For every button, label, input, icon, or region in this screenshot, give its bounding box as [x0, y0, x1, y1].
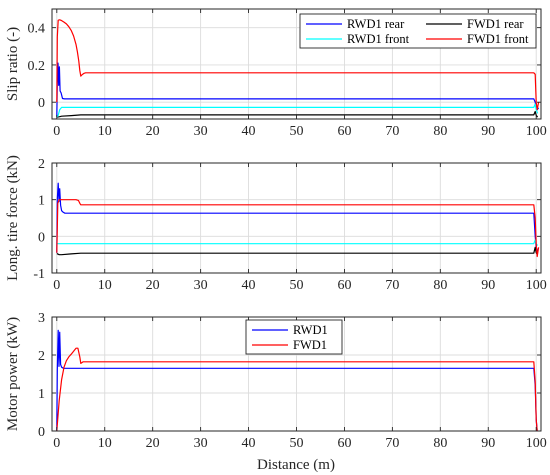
- series-line-rwd1-front: [56, 103, 539, 118]
- series-line-fwd1-rear: [56, 246, 539, 256]
- legend-label: RWD1 rear: [347, 17, 405, 31]
- series-line-fwd1-front: [56, 199, 540, 258]
- plot-area: [56, 19, 540, 118]
- x-tick-label: 0: [53, 278, 60, 293]
- series-line-fwd1: [56, 347, 538, 431]
- series-line-fwd1-front: [56, 19, 540, 111]
- x-tick-label: 70: [385, 436, 399, 451]
- y-tick-label: 0: [38, 230, 45, 245]
- y-axis-label: Slip ratio (-): [5, 27, 21, 101]
- x-tick-label: 0: [53, 124, 60, 139]
- x-tick-label: 40: [242, 436, 256, 451]
- x-tick-label: 20: [146, 124, 160, 139]
- legend-box: [245, 319, 343, 355]
- y-tick-label: 2: [38, 349, 45, 364]
- legend-label: RWD1 front: [347, 32, 410, 46]
- y-axis-label: Long. tire force (kN): [5, 155, 21, 281]
- x-tick-label: 70: [385, 278, 399, 293]
- x-tick-label: 80: [433, 124, 447, 139]
- legend-box: [299, 13, 537, 49]
- x-tick-label: 90: [481, 124, 495, 139]
- x-tick-label: 100: [526, 436, 547, 451]
- x-tick-label: 20: [146, 278, 160, 293]
- legend-label: FWD1 front: [467, 32, 529, 46]
- x-tick-label: 50: [290, 436, 304, 451]
- series-line-fwd1-rear: [56, 110, 539, 118]
- y-tick-label: -1: [33, 267, 45, 282]
- x-tick-label: 40: [242, 124, 256, 139]
- x-tick-label: 20: [146, 436, 160, 451]
- chart-panel-2: 0 10 20 30 40 50 60 70 80 90 100 -1 0 1 2 Long. tire fo…: [5, 155, 547, 293]
- y-tick-label: 0.4: [28, 22, 46, 37]
- x-tick-label: 80: [433, 278, 447, 293]
- legend-label: FWD1: [293, 338, 327, 352]
- x-tick-label: 10: [98, 124, 112, 139]
- legend-label: RWD1: [293, 323, 328, 337]
- x-tick-label: 70: [385, 124, 399, 139]
- x-tick-label: 90: [481, 278, 495, 293]
- y-axis-label: Motor power (kW): [5, 317, 21, 431]
- x-tick-label: 100: [526, 124, 547, 139]
- x-tick-label: 60: [337, 124, 351, 139]
- x-tick-label: 80: [433, 436, 447, 451]
- x-tick-label: 50: [290, 278, 304, 293]
- y-tick-label: 1: [38, 387, 45, 402]
- series-line-rwd1-front: [56, 239, 539, 246]
- x-tick-label: 30: [194, 124, 208, 139]
- series-line-rwd1-rear: [56, 182, 539, 253]
- x-tick-label: 0: [53, 436, 60, 451]
- x-tick-label: 10: [98, 278, 112, 293]
- x-tick-label: 10: [98, 436, 112, 451]
- legend: RWD1 rear FWD1 rear RWD1 front FWD1 front: [299, 13, 537, 49]
- x-tick-label: 30: [194, 436, 208, 451]
- series-line-rwd1-rear: [56, 62, 540, 118]
- y-tick-label: 3: [38, 311, 45, 326]
- x-tick-label: 50: [290, 124, 304, 139]
- x-axis-label: Distance (m): [257, 457, 335, 473]
- x-tick-label: 40: [242, 278, 256, 293]
- x-tick-label: 60: [337, 436, 351, 451]
- y-tick-label: 1: [38, 194, 45, 209]
- x-tick-label: 60: [337, 278, 351, 293]
- x-tick-label: 30: [194, 278, 208, 293]
- plot-area: [56, 329, 538, 431]
- plot-area: [56, 182, 540, 258]
- legend-label: FWD1 rear: [467, 17, 524, 31]
- y-tick-label: 2: [38, 157, 45, 172]
- y-tick-label: 0.2: [28, 59, 46, 74]
- y-tick-label: 0: [38, 96, 45, 111]
- x-tick-label: 90: [481, 436, 495, 451]
- chart-panel-3: 0 10 20 30 40 50 60 70 80 90 100 0 1 2 3 Motor power (k…: [5, 311, 547, 451]
- x-tick-label: 100: [526, 278, 547, 293]
- y-tick-label: 0: [38, 425, 45, 440]
- chart-panel-1: 0 10 20 30 40 50 60 70 80 90 100 0 0.2 0.4 Slip ratio …: [5, 8, 547, 139]
